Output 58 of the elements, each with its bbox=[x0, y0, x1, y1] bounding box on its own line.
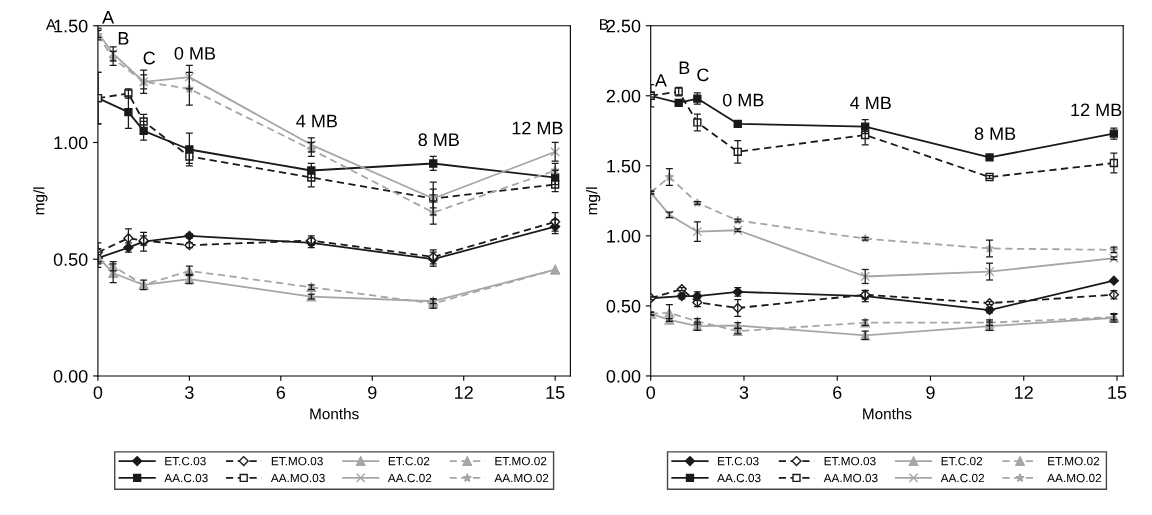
x-tick-label: 6 bbox=[833, 386, 842, 399]
chart-title: A bbox=[45, 19, 57, 30]
x-tick-label: 12 bbox=[1015, 386, 1033, 399]
legend-label: ET.MO.02 bbox=[495, 456, 547, 466]
y-tick-label: 1.00 bbox=[607, 229, 641, 243]
y-tick-label: 1.50 bbox=[607, 159, 641, 173]
y-tick-label: 2.00 bbox=[606, 89, 641, 103]
legend-label: AA.C.03 bbox=[164, 473, 208, 483]
y-axis-title: mg/l bbox=[586, 187, 601, 215]
annotation: 0 MB bbox=[174, 46, 216, 60]
chart-title: B bbox=[600, 19, 609, 30]
x-tick-label: 9 bbox=[926, 386, 935, 399]
legend-label: AA.C.03 bbox=[717, 473, 761, 483]
legend-label: AA.MO.02 bbox=[494, 473, 549, 483]
legend-label: ET.C.03 bbox=[718, 456, 759, 466]
x-tick-label: 6 bbox=[276, 386, 286, 399]
legend-label: ET.C.02 bbox=[388, 456, 430, 466]
annotation: 4 MB bbox=[850, 96, 891, 110]
x-tick-label: 3 bbox=[185, 386, 194, 399]
x-tick-label: 0 bbox=[646, 386, 656, 399]
annotation: 8 MB bbox=[418, 133, 459, 147]
y-tick-label: 0.00 bbox=[606, 369, 641, 383]
x-tick-label: 12 bbox=[455, 386, 473, 399]
y-axis-title: mg/l bbox=[33, 187, 48, 215]
annotation: A bbox=[654, 74, 667, 87]
x-tick-label: 3 bbox=[739, 386, 749, 399]
legend-label: AA.C.02 bbox=[387, 473, 432, 483]
annotation: 4 MB bbox=[296, 114, 337, 128]
annotation: B bbox=[679, 61, 690, 75]
x-tick-label: 0 bbox=[93, 386, 103, 399]
y-tick-label: 1.00 bbox=[54, 136, 88, 150]
legend-label: AA.MO.02 bbox=[1047, 473, 1102, 483]
legend-label: AA.C.02 bbox=[940, 473, 985, 483]
legend-label: AA.MO.03 bbox=[270, 473, 325, 483]
legend-label: ET.C.03 bbox=[165, 456, 206, 466]
x-axis-title: Months bbox=[310, 408, 359, 420]
annotation: A bbox=[102, 11, 115, 24]
annotation: C bbox=[143, 51, 156, 65]
y-tick-label: 2.50 bbox=[606, 19, 641, 33]
annotation: 8 MB bbox=[974, 127, 1016, 141]
annotation: C bbox=[697, 68, 709, 82]
y-tick-label: 0.00 bbox=[53, 369, 88, 383]
legend-label: ET.MO.03 bbox=[824, 456, 876, 466]
annotation: 12 MB bbox=[1071, 103, 1122, 117]
legend-label: AA.MO.03 bbox=[823, 473, 878, 483]
x-tick-label: 15 bbox=[1108, 386, 1127, 399]
legend-label: ET.MO.03 bbox=[271, 456, 323, 466]
annotation: B bbox=[118, 32, 129, 45]
legend-label: ET.MO.02 bbox=[1048, 456, 1100, 466]
y-tick-label: 0.50 bbox=[606, 299, 641, 313]
annotation: 12 MB bbox=[512, 121, 563, 135]
x-tick-label: 9 bbox=[368, 386, 377, 399]
annotation: 0 MB bbox=[722, 93, 764, 107]
legend-label: ET.C.02 bbox=[941, 456, 983, 466]
y-tick-label: 1.50 bbox=[54, 19, 88, 33]
x-tick-label: 15 bbox=[546, 386, 565, 399]
y-tick-label: 0.50 bbox=[53, 253, 88, 266]
x-axis-title: Months bbox=[863, 408, 912, 420]
